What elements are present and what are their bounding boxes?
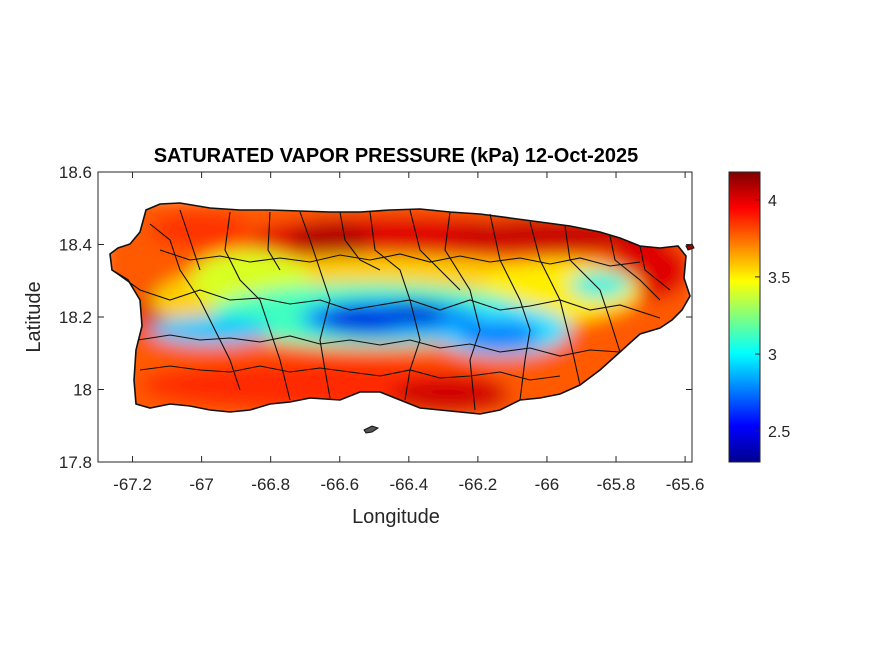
colorbar-ticks: 4 3.5 3 2.5 <box>755 193 790 441</box>
municipality-boundaries <box>109 202 691 415</box>
y-tick-label: 18 <box>73 381 92 400</box>
x-axis-label: Longitude <box>352 506 440 528</box>
x-tick-label: -67.2 <box>113 475 152 494</box>
x-tick-label: -66.8 <box>251 475 290 494</box>
y-tick-label: 18.6 <box>59 163 92 182</box>
x-tick-label: -66 <box>535 475 560 494</box>
caja-de-muertos-island <box>363 425 380 434</box>
x-tick-label: -66.6 <box>320 475 359 494</box>
y-axis: 18.6 18.4 18.2 18 17.8 <box>59 163 692 472</box>
heatmap-field <box>110 203 690 414</box>
colorbar-tick-label: 3.5 <box>768 270 790 287</box>
x-tick-label: -67 <box>189 475 214 494</box>
x-tick-label: -65.8 <box>597 475 636 494</box>
colorbar-tick-label: 4 <box>768 193 777 210</box>
colorbar-tick-label: 3 <box>768 347 777 364</box>
colorbar-tick-label: 2.5 <box>768 424 790 441</box>
y-tick-label: 17.8 <box>59 453 92 472</box>
y-tick-label: 18.2 <box>59 308 92 327</box>
x-tick-label: -66.4 <box>389 475 428 494</box>
y-axis-label: Latitude <box>23 281 45 352</box>
colorbar <box>728 171 761 463</box>
x-tick-label: -66.2 <box>459 475 498 494</box>
x-axis: -67.2 -67 -66.8 -66.6 -66.4 -66.2 -66 -65.8 -65.… <box>113 172 704 494</box>
y-tick-label: 18.4 <box>59 236 92 255</box>
x-tick-label: -65.6 <box>666 475 705 494</box>
chart-title: SATURATED VAPOR PRESSURE (kPa) 12-Oct-20… <box>154 145 639 167</box>
